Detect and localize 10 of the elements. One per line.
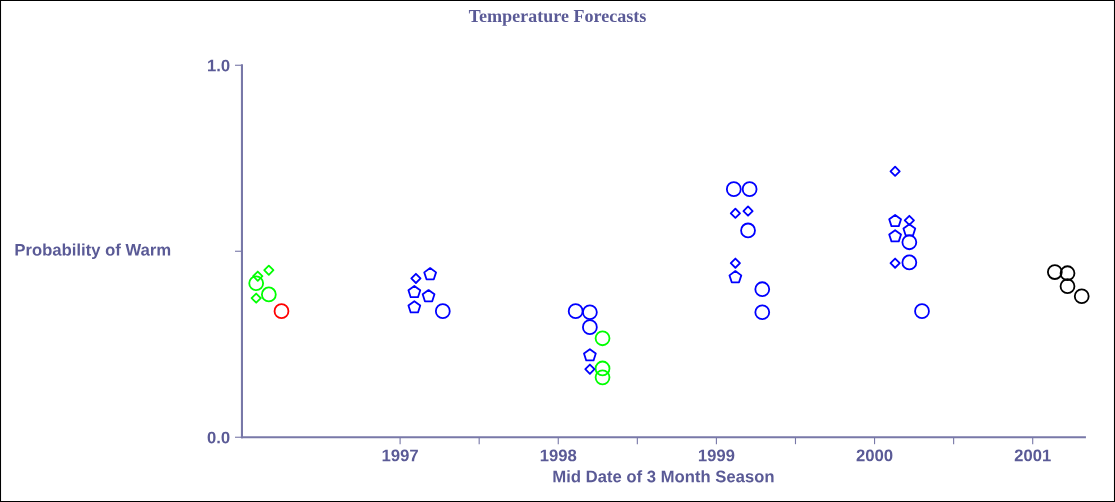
y-tick-label: 0.0 [207,431,230,444]
x-tick-label: 2001 [1014,449,1051,462]
x-tick-label: 2000 [856,449,893,462]
chart-title: Temperature Forecasts [468,10,646,26]
x-tick-label: 1998 [540,449,577,462]
y-axis-title: Probability of Warm [15,243,171,260]
y-tick-label: 1.0 [208,59,230,72]
x-tick-label: 1997 [382,449,418,462]
x-tick-label: 1999 [698,449,735,462]
x-axis-title: Mid Date of 3 Month Season [553,470,774,483]
